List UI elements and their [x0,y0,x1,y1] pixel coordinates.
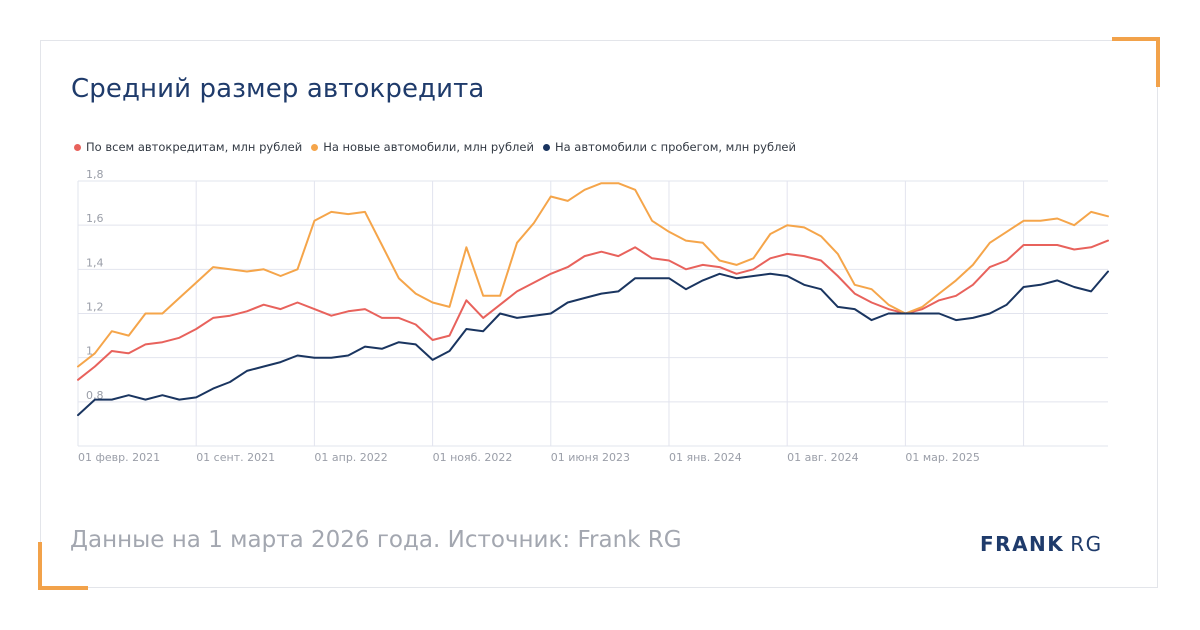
y-tick-label: 1,2 [86,301,104,314]
x-tick-label: 01 мар. 2025 [905,451,980,464]
logo-light: RG [1070,532,1103,556]
legend-item-new-cars[interactable]: На новые автомобили, млн рублей [311,140,534,154]
chart-title: Средний размер автокредита [71,74,485,104]
logo-strong: FRANK [980,532,1065,556]
legend-label-used-cars: На автомобили с пробегом, млн рублей [554,140,796,154]
frank-rg-logo[interactable]: FRANK RG [980,532,1103,556]
x-tick-label: 01 нояб. 2022 [433,451,513,464]
y-tick-label: 1,8 [86,168,104,181]
source-note: Данные на 1 марта 2026 года. Источник: F… [70,527,682,553]
legend: По всем автокредитам, млн рублей На новы… [74,140,805,154]
corner-accent-top-right [1112,37,1160,87]
x-tick-label: 01 сент. 2021 [196,451,275,464]
series-line-used-cars [77,270,1109,417]
series-line-all-loans [77,239,1109,381]
legend-dot-all-loans [74,143,81,151]
x-tick-label: 01 янв. 2024 [669,451,742,464]
x-tick-label: 01 авг. 2024 [787,451,858,464]
series-line-new-cars [77,182,1109,368]
legend-label-all-loans: По всем автокредитам, млн рублей [86,140,303,154]
legend-label-new-cars: На новые автомобили, млн рублей [323,140,534,154]
x-tick-label: 01 июня 2023 [551,451,630,464]
y-tick-label: 1,6 [86,212,104,225]
x-tick-label: 01 апр. 2022 [314,451,387,464]
legend-item-used-cars[interactable]: На автомобили с пробегом, млн рублей [542,140,796,154]
legend-item-all-loans[interactable]: По всем автокредитам, млн рублей [74,140,302,154]
y-tick-label: 0,8 [86,389,104,402]
y-tick-label: 1 [86,345,93,358]
legend-dot-new-cars [311,143,319,151]
legend-dot-used-cars [542,143,550,151]
corner-accent-bottom-left [38,542,88,590]
x-tick-label: 01 февр. 2021 [78,451,160,464]
y-tick-label: 1,4 [86,256,104,269]
